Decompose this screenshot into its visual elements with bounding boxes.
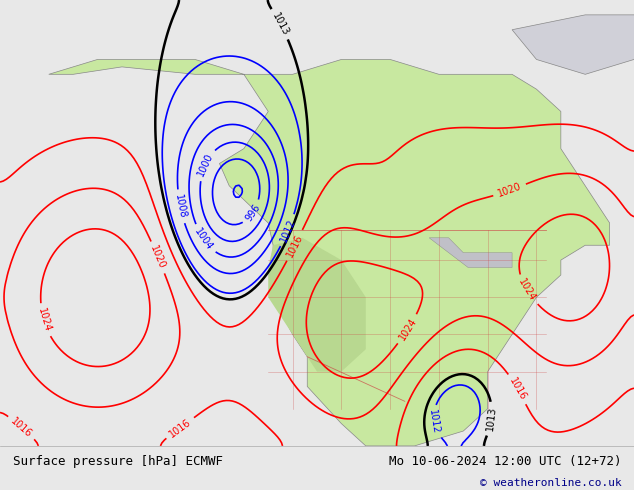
Text: 1012: 1012 [278,217,297,244]
Text: 996: 996 [243,202,262,223]
Text: 1016: 1016 [167,416,193,439]
Text: Mo 10-06-2024 12:00 UTC (12+72): Mo 10-06-2024 12:00 UTC (12+72) [389,455,621,468]
Polygon shape [49,59,610,446]
Text: 1004: 1004 [193,226,215,252]
Text: 1016: 1016 [9,416,34,440]
Text: 1024: 1024 [517,277,538,303]
Text: 1020: 1020 [496,181,523,199]
Polygon shape [268,238,366,371]
Polygon shape [512,15,634,74]
Text: 1024: 1024 [36,307,52,333]
Text: 1020: 1020 [148,244,167,270]
Text: 1008: 1008 [173,194,188,220]
Text: 1024: 1024 [397,316,418,342]
Text: 1013: 1013 [270,11,290,37]
Text: © weatheronline.co.uk: © weatheronline.co.uk [479,478,621,489]
Polygon shape [429,238,512,268]
Text: 1013: 1013 [485,406,498,432]
Text: 1016: 1016 [285,232,305,259]
Text: 1000: 1000 [196,151,215,178]
Text: Surface pressure [hPa] ECMWF: Surface pressure [hPa] ECMWF [13,455,223,468]
Text: 1016: 1016 [507,376,528,402]
Text: 1012: 1012 [427,409,441,435]
